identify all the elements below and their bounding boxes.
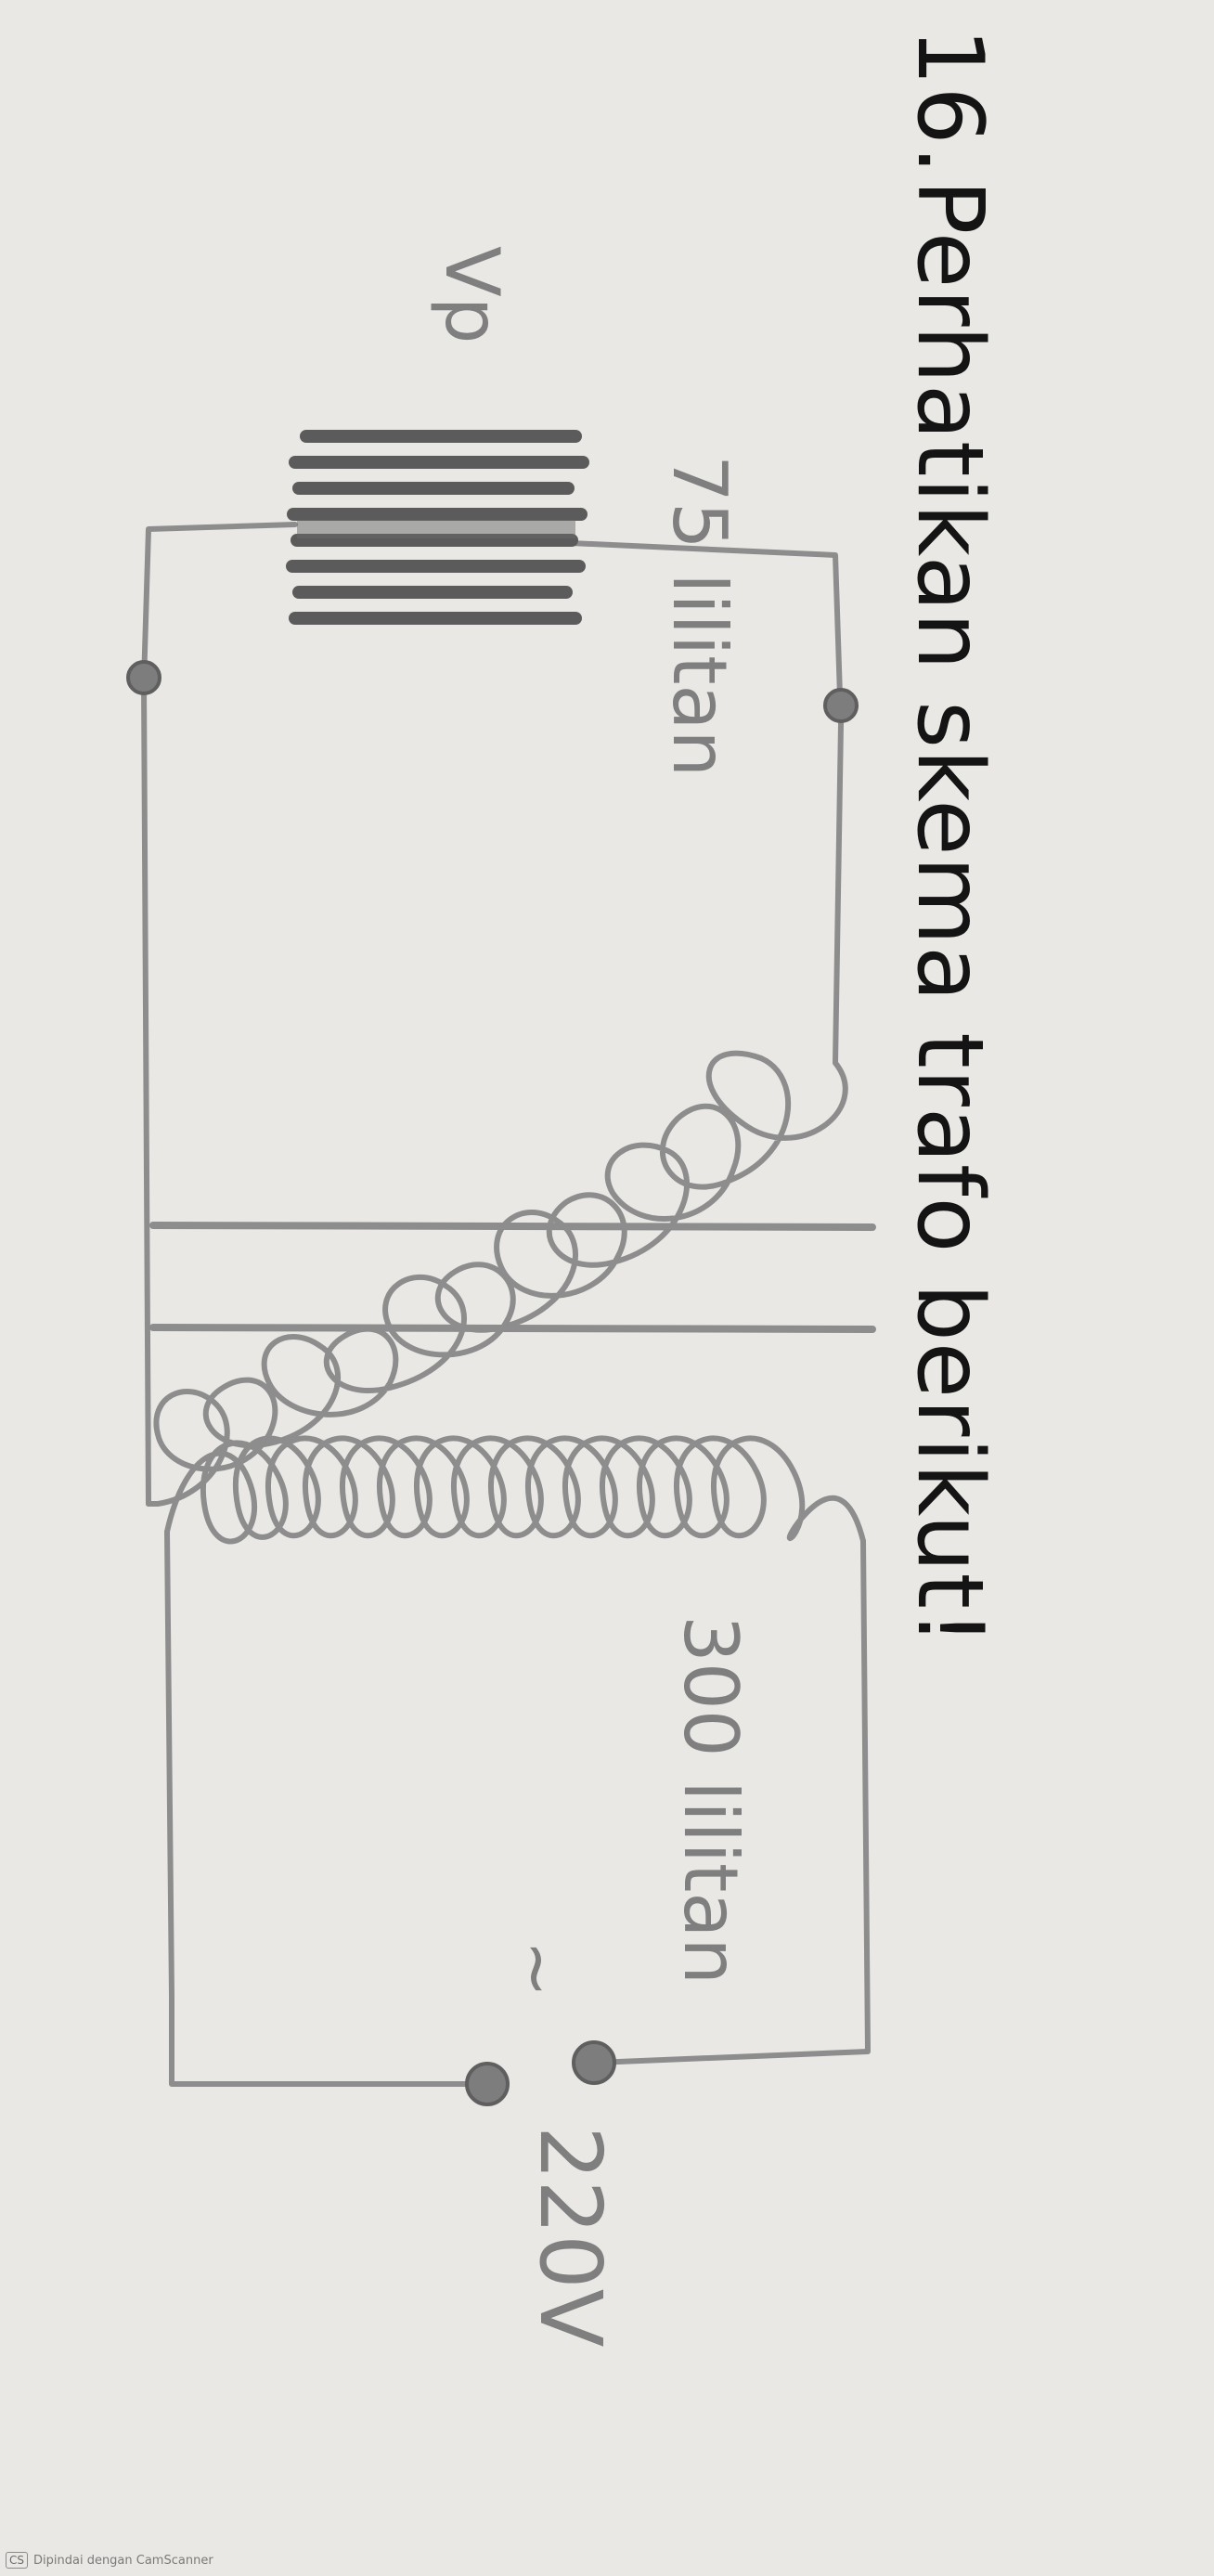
terminal-secondary-left <box>465 2062 510 2106</box>
primary-turns-label: 75 lilitan <box>656 455 743 778</box>
terminal-secondary-right <box>572 2040 616 2085</box>
primary-winding <box>286 430 589 625</box>
core-line-2 <box>149 1324 876 1333</box>
camscanner-badge: CS <box>6 2552 28 2569</box>
footer-text: Dipindai dengan CamScanner <box>33 2553 213 2568</box>
terminal-primary-right <box>823 688 859 723</box>
question-heading: 16. Perhatikan skema trafo berikut! <box>897 28 1002 1647</box>
primary-wire-left <box>141 522 298 1507</box>
question-number: 16. <box>897 28 1002 175</box>
core-line-1 <box>149 1222 876 1231</box>
primary-wire-right <box>568 540 844 1066</box>
ac-source-symbol: ~ <box>497 1940 577 1999</box>
secondary-wire-left <box>164 1529 485 2087</box>
source-voltage-label: 220V <box>521 2126 620 2348</box>
terminal-primary-left <box>126 660 161 695</box>
secondary-coil <box>164 1435 866 1545</box>
footer: CS Dipindai dengan CamScanner <box>6 2552 213 2569</box>
vp-label: Vp <box>429 246 515 344</box>
question-text: Perhatikan skema trafo berikut! <box>897 179 1002 1648</box>
secondary-turns-label: 300 lilitan <box>667 1615 754 1986</box>
secondary-wire-right <box>593 1538 871 2065</box>
primary-coil <box>146 1050 848 1507</box>
